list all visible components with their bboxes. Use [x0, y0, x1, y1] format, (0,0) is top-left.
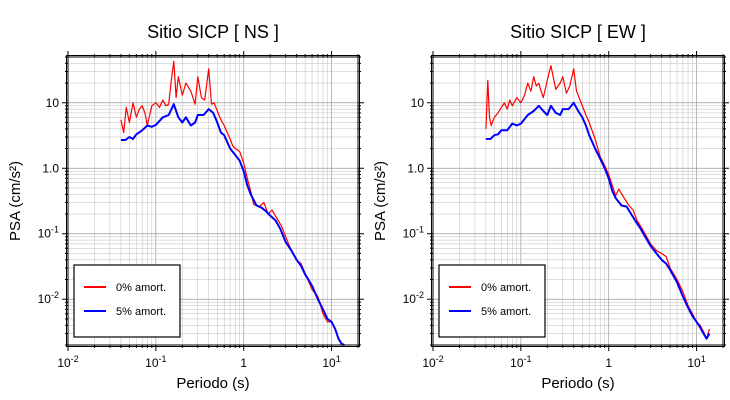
x-tick-label: 1	[605, 356, 612, 370]
y-axis-title: PSA (cm/s²)	[7, 161, 24, 241]
x-axis: 10-2 10-1 1 101	[57, 51, 359, 370]
chart-title: Sitio SICP [ NS ]	[147, 22, 279, 42]
chart-ns: 10-2 10-1 1 101 10-2 10-1 1.0 10 Sitio SICP [ NS…	[7, 22, 364, 392]
x-tick-label: 10-1	[145, 354, 166, 370]
y-axis-title: PSA (cm/s²)	[372, 161, 389, 241]
x-tick-label: 10-1	[510, 354, 531, 370]
series-line-0pct	[120, 60, 345, 346]
y-axis: 10-2 10-1 1.0 10	[38, 56, 364, 346]
legend-label: 5% amort.	[481, 306, 531, 318]
y-tick-label: 10	[411, 96, 425, 110]
y-tick-label: 1.0	[407, 161, 424, 175]
x-tick-label: 10-2	[422, 354, 443, 370]
legend: 0% amort. 5% amort.	[438, 264, 546, 338]
legend-label: 0% amort.	[116, 282, 166, 294]
grid	[67, 56, 359, 346]
y-tick-label: 10-2	[403, 290, 424, 306]
x-tick-label: 1	[240, 356, 247, 370]
chart-title: Sitio SICP [ EW ]	[510, 22, 646, 42]
plot-frame-outer	[431, 55, 725, 347]
legend-label: 5% amort.	[116, 306, 166, 318]
y-tick-label: 1.0	[42, 161, 59, 175]
y-tick-label: 10-1	[403, 225, 424, 241]
plot-frame	[432, 56, 724, 346]
x-tick-label: 10-2	[57, 354, 78, 370]
x-axis-title: Periodo (s)	[176, 375, 249, 392]
legend-label: 0% amort.	[481, 282, 531, 294]
x-axis-title: Periodo (s)	[541, 375, 614, 392]
plot-frame-outer	[66, 55, 360, 347]
legend: 0% amort. 5% amort.	[73, 264, 181, 338]
series-line-5pct	[485, 101, 711, 340]
y-tick-label: 10-2	[38, 290, 59, 306]
y-tick-label: 10-1	[38, 225, 59, 241]
y-axis: 10-2 10-1 1.0 10	[403, 56, 729, 346]
chart-ew: 10-2 10-1 1 101 10-2 10-1 1.0 10 Sitio SICP [ EW…	[372, 22, 729, 392]
plot-frame	[67, 56, 359, 346]
legend-box	[438, 264, 546, 338]
x-tick-label: 101	[322, 354, 340, 370]
x-axis: 10-2 10-1 1 101	[422, 51, 724, 370]
series-line-0pct	[485, 64, 710, 340]
series-line-5pct	[120, 103, 345, 346]
x-tick-label: 101	[687, 354, 705, 370]
legend-box	[73, 264, 181, 338]
y-tick-label: 10	[46, 96, 60, 110]
